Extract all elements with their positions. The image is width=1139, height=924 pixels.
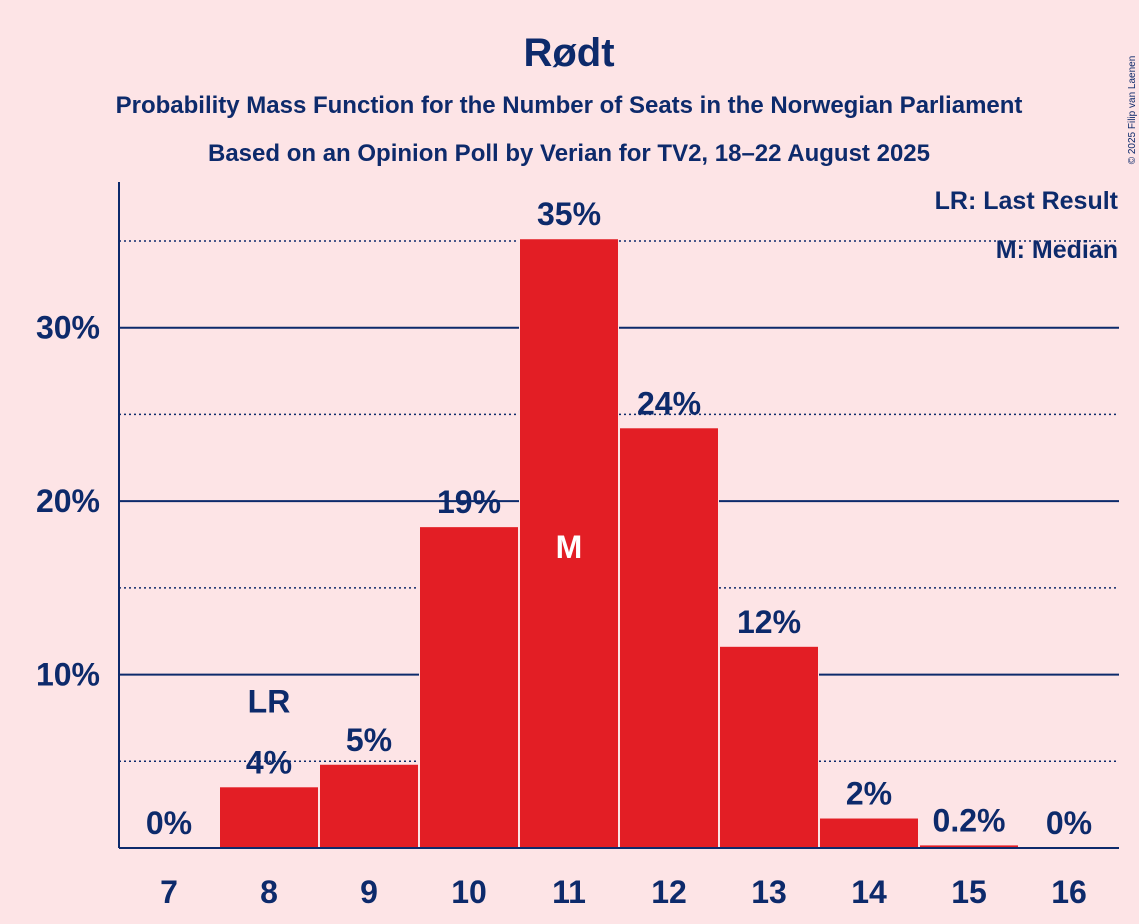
bars [219,238,1019,848]
x-tick-labels: 7 8 9 10 11 12 13 14 15 16 [160,874,1087,910]
data-label: 2% [846,776,892,812]
bar [720,646,818,848]
bar [520,239,618,848]
data-label: 0.2% [933,802,1006,838]
x-tick-label: 13 [751,874,787,910]
x-tick-label: 16 [1051,874,1087,910]
data-label: 12% [737,604,801,640]
y-tick-label: 10% [36,657,100,693]
x-tick-label: 9 [360,874,378,910]
data-label: 4% [246,744,292,780]
median-marker: M [556,529,583,565]
data-label: 5% [346,722,392,758]
y-tick-label: 20% [36,483,100,519]
y-tick-label: 30% [36,310,100,346]
x-tick-label: 8 [260,874,278,910]
bar [920,845,1018,848]
bar [220,787,318,848]
legend-last-result: LR: Last Result [935,187,1119,215]
x-tick-label: 7 [160,874,178,910]
last-result-marker: LR [248,683,291,719]
data-label: 0% [1046,805,1092,841]
x-tick-label: 15 [951,874,987,910]
x-tick-label: 12 [651,874,687,910]
data-label: 0% [146,805,192,841]
legend-median: M: Median [996,236,1118,264]
y-tick-labels: 10% 20% 30% [36,310,100,693]
bar [620,428,718,848]
bar [320,764,418,848]
chart-subtitle-1: Probability Mass Function for the Number… [116,92,1023,119]
x-tick-label: 10 [451,874,487,910]
data-label: 24% [637,385,701,421]
chart-subtitle-2: Based on an Opinion Poll by Verian for T… [208,140,930,167]
bar [820,818,918,848]
x-tick-label: 14 [851,874,887,910]
x-tick-label: 11 [552,874,586,910]
chart-title: Rødt [523,31,614,75]
bar [420,527,518,848]
data-label: 19% [437,484,501,520]
data-label: 35% [537,196,601,232]
copyright-text: © 2025 Filip van Laenen [1127,56,1138,165]
data-labels: 0% 4% LR 5% 19% 35% M 24% 12% 2% 0.2% 0% [146,196,1092,841]
